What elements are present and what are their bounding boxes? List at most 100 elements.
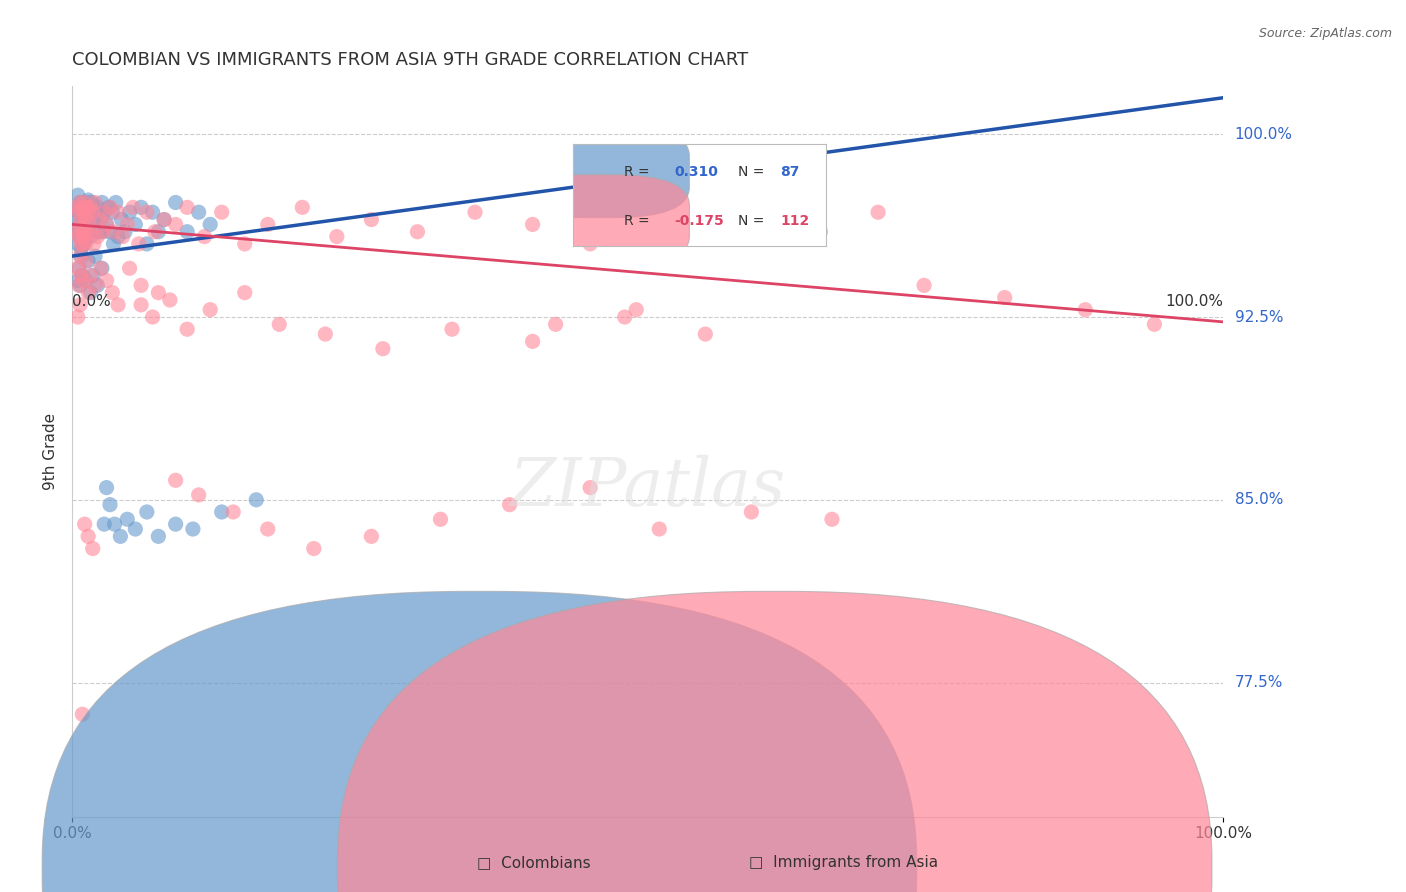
Point: [76, 229, 98, 244]
Point: [87, 225, 110, 239]
Point: [67, 205, 90, 219]
Point: [86, 200, 108, 214]
Point: [110, 529, 132, 543]
Point: [69, 229, 91, 244]
Point: [866, 205, 889, 219]
Point: [80, 195, 103, 210]
Point: [67, 205, 90, 219]
Point: [69, 195, 91, 210]
Point: [66, 212, 89, 227]
Point: [67, 229, 90, 244]
Point: [70, 212, 93, 227]
Point: [118, 261, 141, 276]
Point: [79, 268, 101, 283]
Point: [110, 212, 132, 227]
Point: [77, 254, 100, 268]
Point: [579, 481, 602, 495]
Point: [135, 505, 157, 519]
Point: [97, 200, 120, 214]
Point: [211, 205, 233, 219]
Point: [107, 205, 129, 219]
Point: [143, 225, 166, 239]
Point: [117, 512, 139, 526]
Point: [70, 212, 93, 227]
Point: [124, 522, 146, 536]
Point: [637, 200, 659, 214]
Point: [544, 318, 567, 332]
Point: [72, 205, 94, 219]
Point: [77, 218, 100, 232]
Point: [107, 298, 129, 312]
Point: [82, 268, 104, 283]
Point: [148, 285, 170, 300]
Point: [103, 225, 125, 239]
Point: [104, 517, 127, 532]
Point: [128, 236, 150, 251]
Point: [75, 254, 97, 268]
Point: [66, 273, 89, 287]
Point: [77, 205, 100, 219]
Point: [142, 205, 165, 219]
Point: [124, 218, 146, 232]
Point: [73, 229, 96, 244]
Point: [75, 273, 97, 287]
Text: 100.0%: 100.0%: [1166, 293, 1223, 309]
Point: [75, 236, 97, 251]
Point: [66, 225, 89, 239]
Point: [84, 218, 107, 232]
Point: [165, 195, 187, 210]
Point: [70, 268, 93, 283]
Point: [70, 236, 93, 251]
Point: [142, 310, 165, 324]
Y-axis label: 9th Grade: 9th Grade: [44, 412, 58, 490]
Point: [80, 225, 103, 239]
Point: [69, 219, 91, 234]
Point: [84, 278, 107, 293]
Point: [93, 517, 115, 532]
Point: [73, 205, 96, 219]
Point: [464, 205, 486, 219]
Text: 0.0%: 0.0%: [72, 293, 111, 309]
Point: [76, 225, 98, 239]
Point: [269, 318, 291, 332]
Point: [96, 218, 118, 232]
Text: Source: ZipAtlas.com: Source: ZipAtlas.com: [1258, 27, 1392, 40]
Point: [75, 212, 97, 227]
Point: [66, 225, 89, 239]
Point: [75, 219, 97, 234]
Point: [72, 273, 94, 287]
Text: □  Immigrants from Asia: □ Immigrants from Asia: [749, 855, 938, 870]
Point: [122, 200, 145, 214]
Point: [233, 236, 256, 251]
Point: [98, 225, 121, 239]
Point: [83, 212, 105, 227]
Point: [103, 236, 125, 251]
Point: [90, 212, 112, 227]
Point: [77, 193, 100, 207]
Point: [360, 212, 382, 227]
Point: [101, 205, 124, 219]
Point: [648, 522, 671, 536]
Point: [82, 541, 104, 556]
Point: [72, 200, 94, 214]
Point: [79, 200, 101, 214]
Point: [82, 200, 104, 214]
Point: [498, 498, 520, 512]
Point: [302, 541, 325, 556]
Point: [86, 278, 108, 293]
Point: [79, 285, 101, 300]
Point: [314, 327, 336, 342]
Point: [695, 229, 717, 244]
Text: □  Colombians: □ Colombians: [478, 855, 591, 870]
Point: [91, 225, 114, 239]
Point: [912, 278, 935, 293]
Point: [67, 261, 90, 276]
Point: [440, 322, 463, 336]
Point: [73, 195, 96, 210]
Point: [96, 273, 118, 287]
Point: [626, 302, 648, 317]
Point: [86, 229, 108, 244]
Point: [91, 195, 114, 210]
Point: [117, 218, 139, 232]
Point: [187, 205, 209, 219]
